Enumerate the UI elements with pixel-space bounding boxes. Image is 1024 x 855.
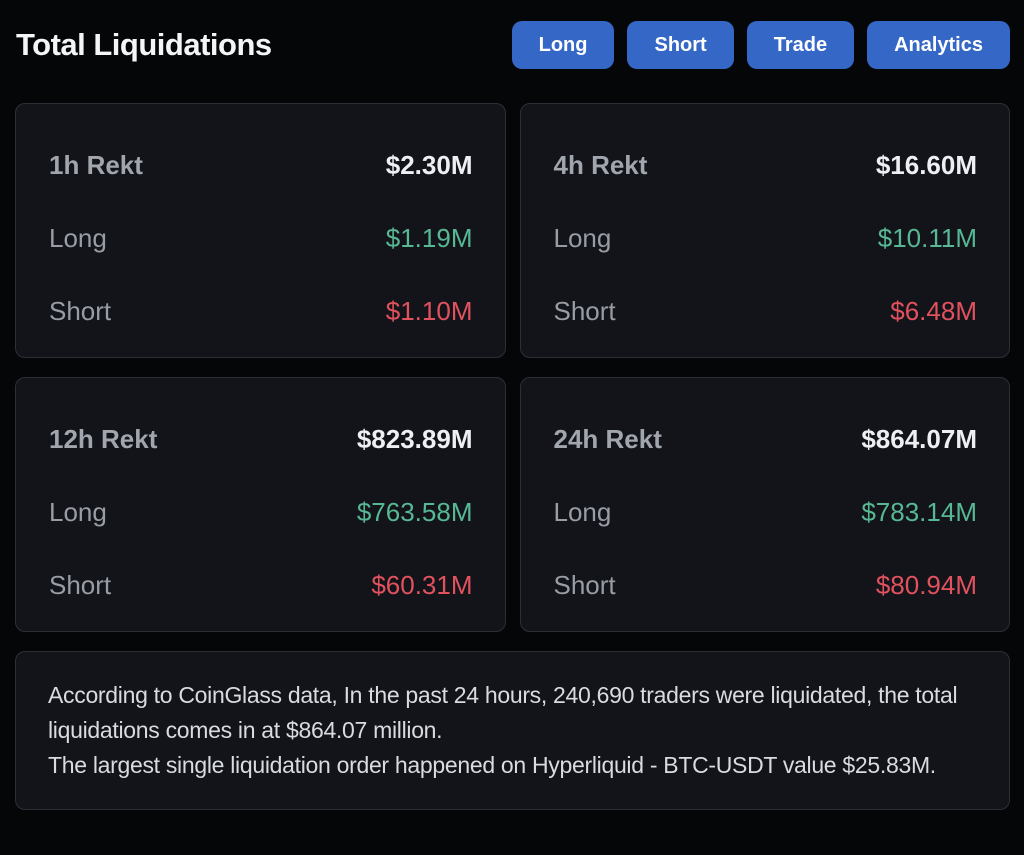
header: Total Liquidations Long Short Trade Anal… [0, 0, 1024, 90]
total-value: $2.30M [385, 150, 473, 180]
total-row: 24h Rekt $864.07M [554, 423, 978, 455]
total-value: $16.60M [875, 150, 977, 180]
period-label: 24h Rekt [553, 424, 662, 454]
short-value: $6.48M [890, 296, 977, 326]
short-row: Short $60.31M [49, 569, 473, 601]
trade-button[interactable]: Trade [746, 21, 855, 69]
short-label: Short [553, 570, 616, 600]
long-value: $763.58M [356, 497, 473, 527]
long-label: Long [49, 223, 107, 253]
long-label: Long [553, 497, 612, 527]
short-row: Short $80.94M [554, 569, 978, 601]
total-row: 1h Rekt $2.30M [49, 149, 473, 181]
rekt-card-24h: 24h Rekt $864.07M Long $783.14M Short $8… [519, 377, 1010, 632]
short-label: Short [49, 570, 112, 600]
short-button[interactable]: Short [627, 21, 734, 69]
total-value: $864.07M [861, 424, 977, 454]
total-value: $823.89M [356, 424, 473, 454]
long-row: Long $10.11M [554, 222, 978, 254]
long-row: Long $783.14M [554, 496, 978, 528]
short-label: Short [553, 296, 616, 326]
analytics-button[interactable]: Analytics [867, 21, 1010, 69]
short-value: $1.10M [385, 296, 473, 326]
period-label: 4h Rekt [553, 150, 648, 180]
long-value: $10.11M [877, 223, 977, 253]
toolbar: Long Short Trade Analytics [511, 21, 1010, 69]
summary-line-1: According to CoinGlass data, In the past… [48, 682, 958, 743]
short-value: $80.94M [875, 570, 977, 600]
summary-line-2: The largest single liquidation order hap… [48, 752, 936, 778]
rekt-card-12h: 12h Rekt $823.89M Long $763.58M Short $6… [15, 377, 506, 632]
period-label: 1h Rekt [49, 150, 143, 180]
long-row: Long $763.58M [49, 496, 473, 528]
rekt-card-1h: 1h Rekt $2.30M Long $1.19M Short $1.10M [15, 103, 506, 358]
short-label: Short [49, 296, 112, 326]
page-title: Total Liquidations [16, 27, 272, 62]
total-row: 4h Rekt $16.60M [554, 149, 978, 181]
long-button[interactable]: Long [511, 21, 615, 69]
period-label: 12h Rekt [49, 424, 158, 454]
long-label: Long [553, 223, 612, 253]
stats-grid: 1h Rekt $2.30M Long $1.19M Short $1.10M … [15, 103, 1010, 632]
short-value: $60.31M [371, 570, 473, 600]
long-label: Long [49, 497, 107, 527]
short-row: Short $1.10M [49, 295, 473, 327]
total-row: 12h Rekt $823.89M [49, 423, 473, 455]
long-value: $783.14M [861, 497, 977, 527]
long-value: $1.19M [385, 223, 473, 253]
total-liquidations-panel: Total Liquidations Long Short Trade Anal… [0, 0, 1024, 810]
summary-card: According to CoinGlass data, In the past… [15, 651, 1010, 810]
long-row: Long $1.19M [49, 222, 473, 254]
rekt-card-4h: 4h Rekt $16.60M Long $10.11M Short $6.48… [519, 103, 1010, 358]
short-row: Short $6.48M [554, 295, 978, 327]
